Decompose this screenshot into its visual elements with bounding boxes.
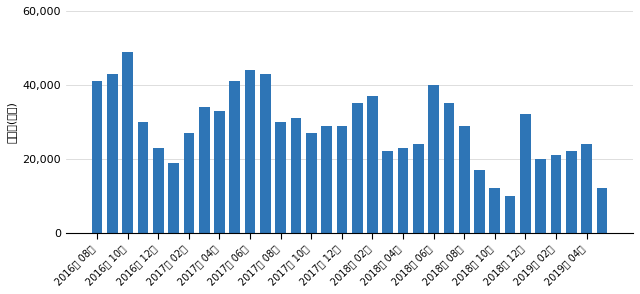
Bar	[459, 126, 470, 233]
Bar	[138, 122, 148, 233]
Bar	[107, 74, 118, 233]
Bar	[291, 118, 301, 233]
Bar	[474, 170, 485, 233]
Bar	[413, 144, 424, 233]
Bar	[596, 188, 607, 233]
Bar	[383, 151, 393, 233]
Bar	[581, 144, 592, 233]
Bar	[153, 148, 164, 233]
Bar	[229, 81, 240, 233]
Y-axis label: 거래량(건수): 거래량(건수)	[7, 101, 17, 143]
Bar	[337, 126, 348, 233]
Bar	[244, 70, 255, 233]
Bar	[520, 114, 531, 233]
Bar	[168, 163, 179, 233]
Bar	[550, 155, 561, 233]
Bar	[367, 96, 378, 233]
Bar	[214, 111, 225, 233]
Bar	[505, 196, 515, 233]
Bar	[536, 159, 546, 233]
Bar	[444, 103, 454, 233]
Bar	[184, 133, 195, 233]
Bar	[260, 74, 271, 233]
Bar	[428, 85, 439, 233]
Bar	[397, 148, 408, 233]
Bar	[352, 103, 362, 233]
Bar	[199, 107, 209, 233]
Bar	[566, 151, 577, 233]
Bar	[92, 81, 102, 233]
Bar	[490, 188, 500, 233]
Bar	[122, 52, 133, 233]
Bar	[321, 126, 332, 233]
Bar	[306, 133, 317, 233]
Bar	[275, 122, 286, 233]
